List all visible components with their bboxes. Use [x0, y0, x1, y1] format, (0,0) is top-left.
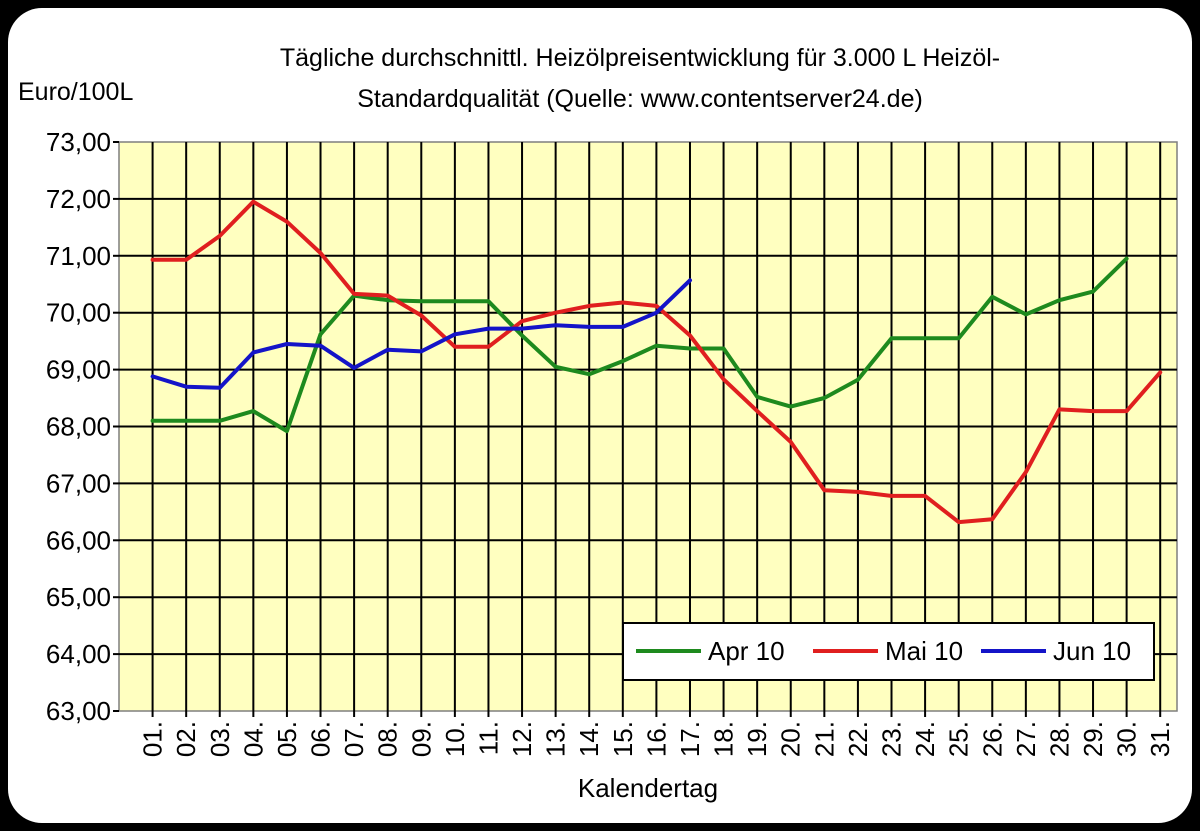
- y-tick-label: 68,00: [46, 412, 111, 442]
- x-tick-label: 01.: [138, 721, 168, 757]
- series-line: [150, 199, 1163, 525]
- y-tick-label: 66,00: [46, 525, 111, 555]
- y-axis-label: Euro/100L: [18, 78, 133, 106]
- x-tick-label: 29.: [1078, 721, 1108, 757]
- y-tick-label: 63,00: [46, 696, 111, 726]
- x-tick-label: 26.: [977, 721, 1007, 757]
- x-tick-label: 05.: [272, 721, 302, 757]
- series-line: [150, 256, 1129, 434]
- x-tick-label: 19.: [742, 721, 772, 757]
- legend: Apr 10 Mai 10 Jun 10: [622, 622, 1155, 681]
- x-tick-label: 31.: [1145, 721, 1175, 757]
- x-tick-label: 07.: [339, 721, 369, 757]
- x-tick-label: 24.: [910, 721, 940, 757]
- y-tick-label: 73,00: [46, 127, 111, 157]
- x-tick-label: 02.: [171, 721, 201, 757]
- x-tick-label: 17.: [675, 721, 705, 757]
- x-tick-label: 27.: [1011, 721, 1041, 757]
- y-axis-ticks: 63,00 64,00 65,00 66,00 67,00 68,00 69,00 70,00…: [46, 127, 119, 726]
- legend-label: Jun 10: [1053, 636, 1131, 666]
- legend-label: Apr 10: [708, 636, 785, 666]
- x-tick-label: 16.: [641, 721, 671, 757]
- x-tick-label: 04.: [238, 721, 268, 757]
- legend-label: Mai 10: [885, 636, 963, 666]
- x-tick-label: 28.: [1044, 721, 1074, 757]
- x-tick-label: 09.: [406, 721, 436, 757]
- y-tick-label: 69,00: [46, 355, 111, 385]
- chart-title-line1: Tägliche durchschnittl. Heizölpreisentwi…: [280, 44, 1000, 72]
- x-tick-label: 30.: [1112, 721, 1142, 757]
- series-line: [150, 278, 692, 390]
- x-tick-label: 03.: [205, 721, 235, 757]
- x-axis-label: Kalendertag: [578, 773, 718, 803]
- x-tick-label: 21.: [809, 721, 839, 757]
- x-tick-label: 20.: [776, 721, 806, 757]
- x-tick-label: 22.: [843, 721, 873, 757]
- x-tick-label: 23.: [877, 721, 907, 757]
- x-tick-label: 15.: [608, 721, 638, 757]
- x-tick-label: 14.: [574, 721, 604, 757]
- x-tick-label: 18.: [709, 721, 739, 757]
- y-tick-label: 65,00: [46, 582, 111, 612]
- y-tick-label: 71,00: [46, 241, 111, 271]
- x-tick-label: 12.: [507, 721, 537, 757]
- x-tick-label: 13.: [541, 721, 571, 757]
- y-tick-label: 70,00: [46, 298, 111, 328]
- x-tick-label: 25.: [944, 721, 974, 757]
- y-tick-label: 64,00: [46, 639, 111, 669]
- y-tick-label: 67,00: [46, 468, 111, 498]
- legend-box: [622, 622, 1155, 681]
- x-axis-ticks: 01. 02. 03. 04. 05. 06. 07. 08. 09. 10. 11. 12. 13. 1…: [138, 711, 1175, 757]
- chart-title-line2: Standardqualität (Quelle: www.contentser…: [357, 85, 923, 113]
- y-tick-label: 72,00: [46, 184, 111, 214]
- x-tick-label: 10.: [440, 721, 470, 757]
- series-lines: [150, 199, 1163, 525]
- x-tick-label: 11.: [473, 721, 503, 755]
- x-tick-label: 08.: [373, 721, 403, 757]
- x-tick-label: 06.: [306, 721, 336, 757]
